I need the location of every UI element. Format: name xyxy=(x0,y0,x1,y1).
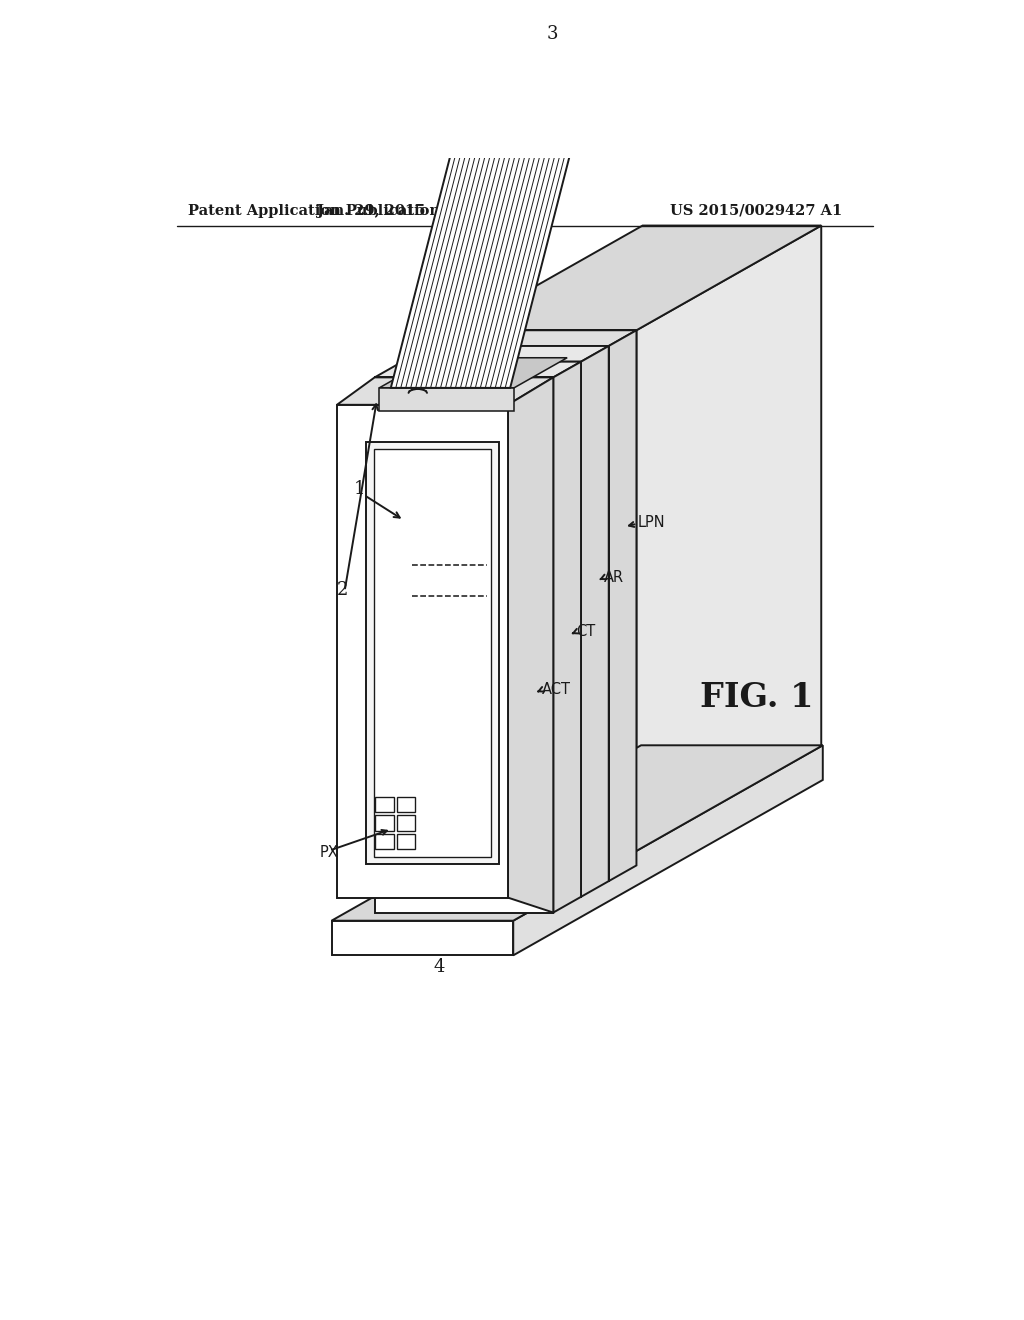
Polygon shape xyxy=(397,816,416,830)
Polygon shape xyxy=(337,405,508,898)
Text: 2: 2 xyxy=(337,581,348,598)
Polygon shape xyxy=(430,330,637,346)
Text: FIG. 1: FIG. 1 xyxy=(700,681,814,714)
Polygon shape xyxy=(391,73,591,388)
Polygon shape xyxy=(402,346,608,362)
Polygon shape xyxy=(581,346,608,896)
Polygon shape xyxy=(397,797,416,812)
Polygon shape xyxy=(458,226,821,330)
Polygon shape xyxy=(379,358,567,388)
Polygon shape xyxy=(376,834,394,849)
Polygon shape xyxy=(430,346,608,882)
Text: ACT: ACT xyxy=(542,682,570,697)
Polygon shape xyxy=(332,921,513,956)
Text: PX: PX xyxy=(319,845,338,859)
Text: US 2015/0029427 A1: US 2015/0029427 A1 xyxy=(670,203,842,218)
Polygon shape xyxy=(375,362,581,378)
Text: 4: 4 xyxy=(434,958,445,975)
Polygon shape xyxy=(397,834,416,849)
Polygon shape xyxy=(402,362,581,896)
Polygon shape xyxy=(376,816,394,830)
Polygon shape xyxy=(376,797,394,812)
Polygon shape xyxy=(367,442,499,865)
Polygon shape xyxy=(472,53,626,73)
Polygon shape xyxy=(637,226,821,866)
Text: Patent Application Publication: Patent Application Publication xyxy=(188,203,440,218)
Polygon shape xyxy=(379,388,514,411)
Polygon shape xyxy=(508,378,553,912)
Polygon shape xyxy=(374,449,490,857)
Text: 1: 1 xyxy=(354,480,366,499)
Text: AR: AR xyxy=(604,570,625,585)
Polygon shape xyxy=(337,378,553,405)
Polygon shape xyxy=(375,378,553,912)
Text: Jan. 29, 2015  Sheet 1 of 10: Jan. 29, 2015 Sheet 1 of 10 xyxy=(317,203,545,218)
Polygon shape xyxy=(513,746,823,956)
Text: 3: 3 xyxy=(547,25,558,44)
Polygon shape xyxy=(332,746,823,921)
Polygon shape xyxy=(608,330,637,882)
Text: CT: CT xyxy=(577,624,596,639)
Text: LPN: LPN xyxy=(638,515,666,531)
Polygon shape xyxy=(553,362,581,912)
Polygon shape xyxy=(458,330,637,866)
